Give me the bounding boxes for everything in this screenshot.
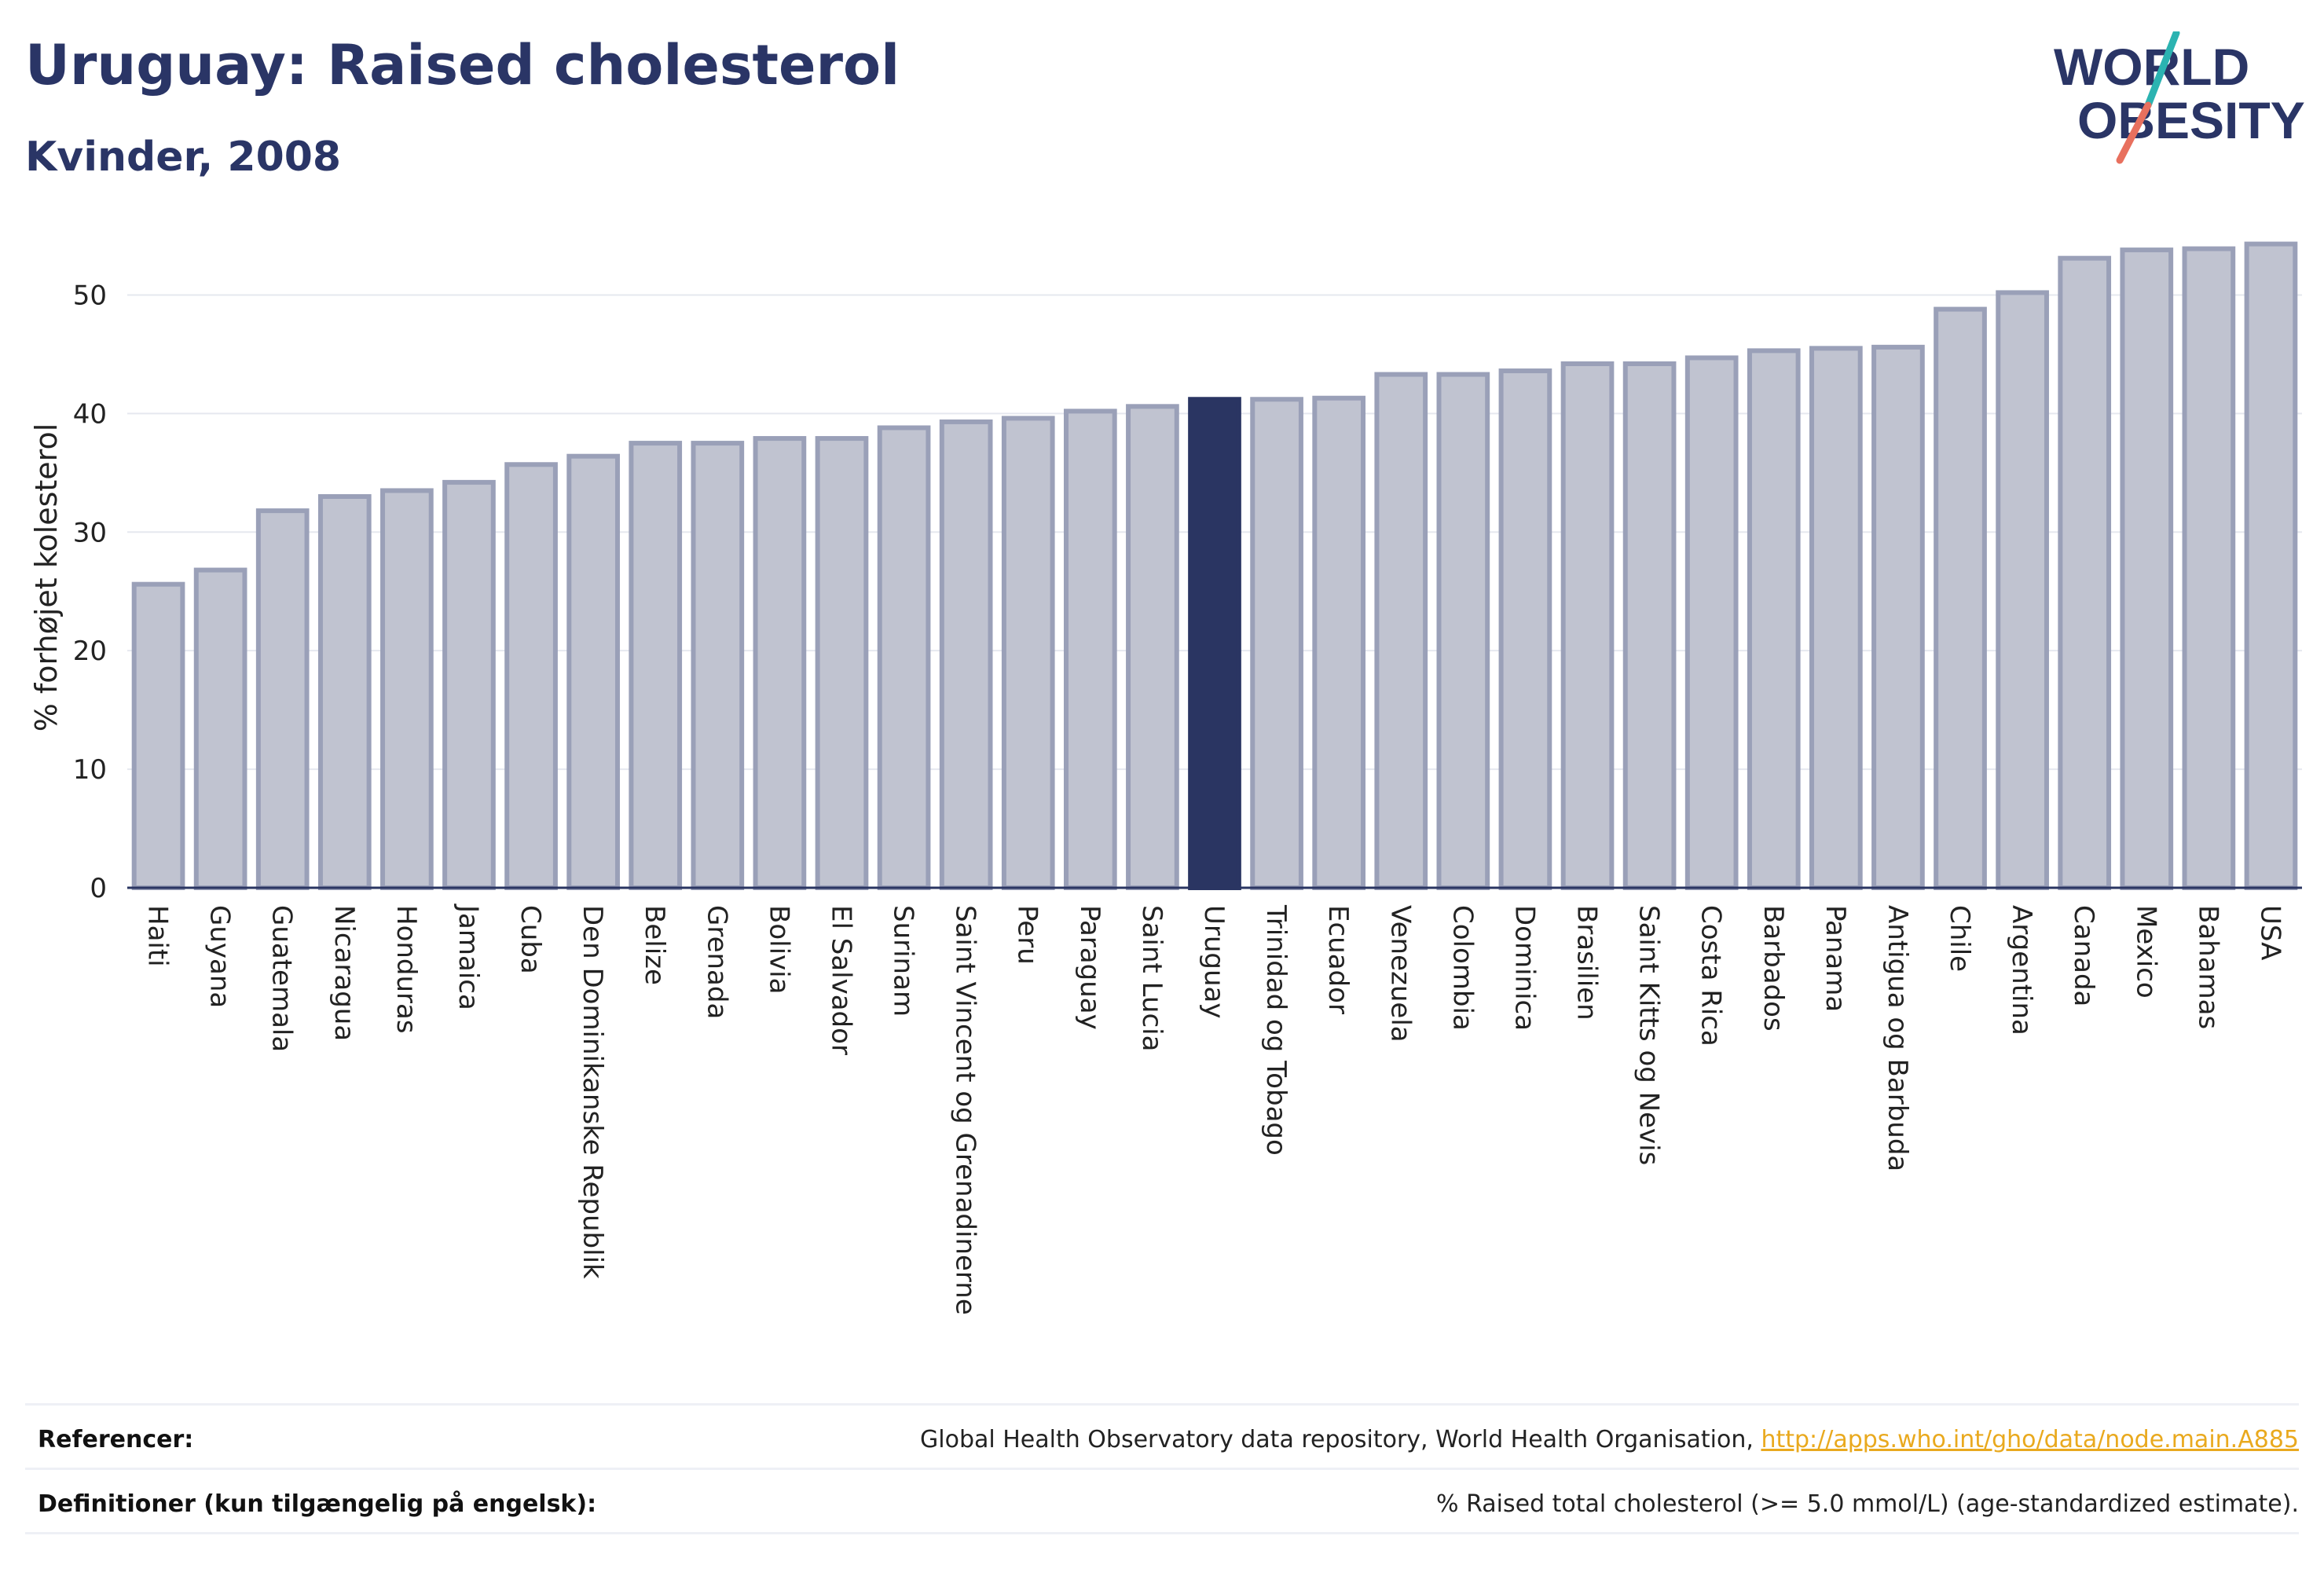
bar (2244, 241, 2298, 890)
x-tick-label: Paraguay (1074, 905, 1105, 1030)
x-tick-label: Panama (1820, 905, 1851, 1012)
footer-rule-top (25, 1403, 2299, 1406)
bar (1871, 344, 1925, 890)
x-tick-label: Uruguay (1198, 905, 1230, 1019)
bar (1996, 290, 2049, 891)
bar (193, 567, 247, 891)
x-tick-label: Trinidad og Tobago (1260, 904, 1292, 1156)
bar (691, 441, 745, 890)
bar (1063, 409, 1117, 890)
bar (2058, 255, 2112, 890)
logo-line1: WORLD (2054, 38, 2249, 96)
logo-slash-coral (2116, 101, 2152, 164)
world-obesity-logo: WORLD OBESITY (2054, 31, 2305, 164)
bar (1436, 372, 1490, 890)
x-tick-label: Surinam (888, 905, 919, 1017)
x-tick-label: Venezuela (1384, 905, 1416, 1043)
x-tick-label: Nicaragua (328, 905, 360, 1041)
bar (1560, 361, 1615, 890)
y-tick-label: 20 (73, 636, 107, 667)
x-tick-label: Saint Vincent og Grenadinerne (950, 905, 981, 1315)
bar (380, 488, 434, 890)
x-tick-label: Peru (1012, 905, 1043, 965)
bar (753, 436, 807, 890)
bar (877, 425, 931, 890)
logo-line2: OBESITY (2077, 91, 2305, 149)
x-tick-label: Dominica (1508, 905, 1540, 1031)
bar (131, 581, 185, 890)
y-axis-title: % forhøjet kolesterol (29, 423, 64, 732)
bar (1622, 361, 1677, 890)
y-tick-label: 50 (73, 280, 107, 311)
references-link[interactable]: http://apps.who.int/gho/data/node.main.A… (1761, 1426, 2299, 1453)
x-tick-label: Bahamas (2192, 905, 2223, 1029)
x-tick-label: Jamaica (453, 903, 484, 1010)
bar (2120, 247, 2174, 891)
bar (317, 494, 372, 890)
x-tick-label: Chile (1944, 905, 1975, 972)
y-tick-label: 0 (90, 873, 107, 904)
bar (442, 479, 496, 890)
bar (1809, 346, 1863, 890)
bar (1498, 368, 1552, 890)
x-tick-label: Saint Kitts og Nevis (1633, 905, 1665, 1165)
x-tick-label: Saint Lucia (1136, 905, 1167, 1051)
y-tick-label: 30 (73, 517, 107, 548)
bar (1250, 397, 1303, 891)
x-tick-label: Brasilien (1571, 905, 1603, 1021)
logo-slash-teal (2144, 31, 2180, 109)
definitions-value: % Raised total cholesterol (>= 5.0 mmol/… (1436, 1490, 2299, 1518)
x-tick-label: Canada (2068, 905, 2099, 1006)
x-tick-label: Mexico (2130, 905, 2161, 999)
y-tick-label: 40 (73, 398, 107, 430)
x-tick-label: Colombia (1446, 905, 1478, 1031)
x-tick-label: Cuba (515, 905, 546, 974)
x-tick-label: Honduras (390, 905, 422, 1034)
bar (1126, 404, 1179, 890)
footer-rule-mid (25, 1468, 2299, 1470)
y-tick-label: 10 (73, 754, 107, 786)
bar (2182, 246, 2236, 891)
x-tick-label: Belize (639, 905, 670, 985)
bar (504, 462, 558, 890)
x-tick-label: Ecuador (1322, 905, 1354, 1014)
bar (1312, 395, 1366, 890)
bar (815, 436, 869, 890)
bar (1934, 306, 1987, 890)
bar (1747, 348, 1801, 890)
x-tick-label: Guatemala (266, 905, 298, 1052)
bar (939, 419, 993, 890)
x-tick-label: Haiti (142, 905, 174, 967)
bar (566, 453, 620, 890)
x-tick-label: Barbados (1758, 905, 1789, 1032)
x-tick-label: Guyana (204, 905, 236, 1008)
references-label: Referencer: (38, 1426, 194, 1453)
x-tick-label: Antigua og Barbuda (1882, 905, 1913, 1171)
chart-title: Uruguay: Raised cholesterol (25, 33, 900, 97)
x-tick-label: Bolivia (763, 905, 794, 994)
x-tick-label: Costa Rica (1695, 905, 1727, 1046)
bar (1188, 397, 1241, 891)
references-text: Global Health Observatory data repositor… (920, 1426, 1761, 1453)
bar-chart: 0 10 20 30 40 50 % forhøjet kolesterol Haiti Guy… (29, 241, 2302, 1315)
bar (255, 508, 310, 890)
bar (1001, 416, 1055, 890)
x-tick-label: Grenada (701, 905, 732, 1019)
x-tick-label: Den Dominikanske Republik (577, 905, 608, 1279)
bar (1374, 372, 1428, 890)
bar (1684, 355, 1739, 891)
x-tick-label: USA (2254, 905, 2286, 960)
x-tick-label: El Salvador (825, 905, 856, 1055)
definitions-label: Definitioner (kun tilgængelig på engelsk… (38, 1490, 597, 1518)
footer-rule-bottom (25, 1532, 2299, 1534)
bar (629, 441, 683, 890)
chart-subtitle: Kvinder, 2008 (25, 134, 342, 181)
references-value: Global Health Observatory data repositor… (920, 1426, 2299, 1453)
x-tick-label: Argentina (2006, 905, 2037, 1035)
